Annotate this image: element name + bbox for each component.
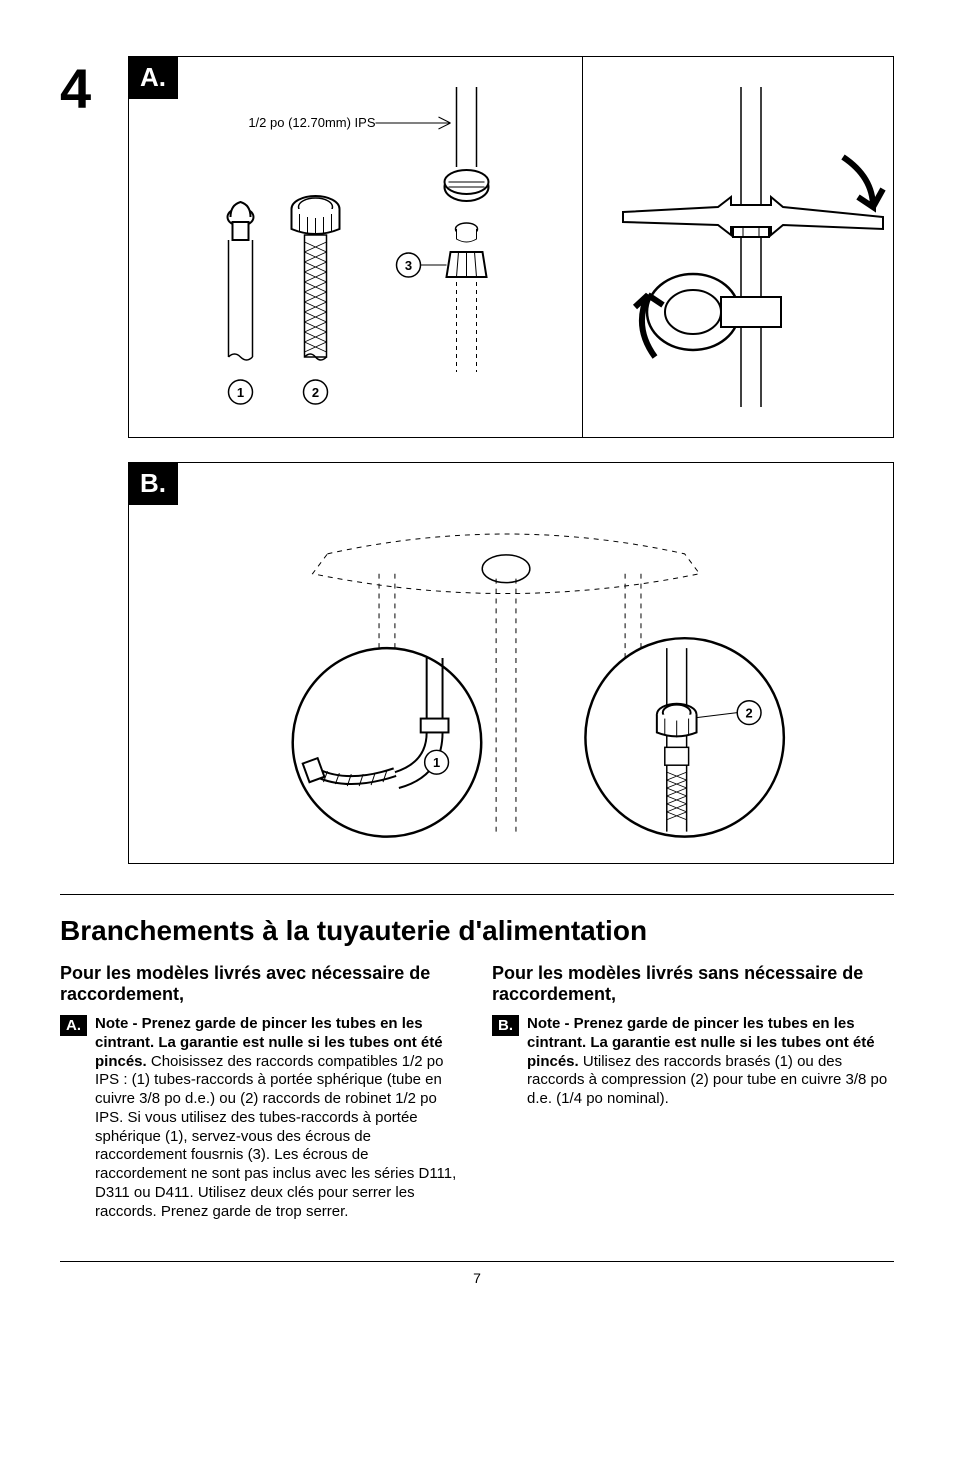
- text-a: Note - Prenez garde de pincer les tubes …: [95, 1015, 462, 1221]
- text-columns: Pour les modèles livrés avec nécessaire …: [60, 963, 894, 1221]
- column-left: Pour les modèles livrés avec nécessaire …: [60, 963, 462, 1221]
- page-container: 4 A. 1/2 po (12.70mm) IPS: [0, 0, 954, 1316]
- right-subhead: Pour les modèles livrés sans nécessaire …: [492, 963, 894, 1005]
- section-heading: Branchements à la tuyauterie d'alimentat…: [60, 915, 894, 947]
- panel-a-right: [583, 56, 894, 438]
- panel-a-left: A. 1/2 po (12.70mm) IPS: [128, 56, 583, 438]
- text-b: Note - Prenez garde de pincer les tubes …: [527, 1015, 894, 1109]
- callout-2: 2: [312, 385, 319, 400]
- left-subhead: Pour les modèles livrés avec nécessaire …: [60, 963, 462, 1005]
- panel-a-label: A.: [128, 56, 178, 99]
- column-right: Pour les modèles livrés sans nécessaire …: [492, 963, 894, 1221]
- callout-b2: 2: [746, 706, 753, 721]
- page-number: 7: [60, 1261, 894, 1286]
- diagram-b: 1 2: [129, 463, 893, 863]
- diagram-a-right: [583, 57, 893, 437]
- marker-a: A.: [60, 1015, 87, 1036]
- item-b: B. Note - Prenez garde de pincer les tub…: [492, 1015, 894, 1109]
- ips-label-text: 1/2 po (12.70mm) IPS: [248, 115, 375, 130]
- callout-3: 3: [405, 258, 412, 273]
- callout-1: 1: [237, 385, 244, 400]
- panel-b-label: B.: [128, 462, 178, 505]
- marker-b: B.: [492, 1015, 519, 1036]
- step-number: 4: [60, 56, 91, 121]
- diagram-a-left: 1/2 po (12.70mm) IPS: [129, 57, 582, 437]
- panel-a-row: A. 1/2 po (12.70mm) IPS: [128, 56, 894, 438]
- callout-b1: 1: [433, 755, 440, 770]
- section-divider: [60, 894, 894, 895]
- item-a: A. Note - Prenez garde de pincer les tub…: [60, 1015, 462, 1221]
- panel-b: B.: [128, 462, 894, 864]
